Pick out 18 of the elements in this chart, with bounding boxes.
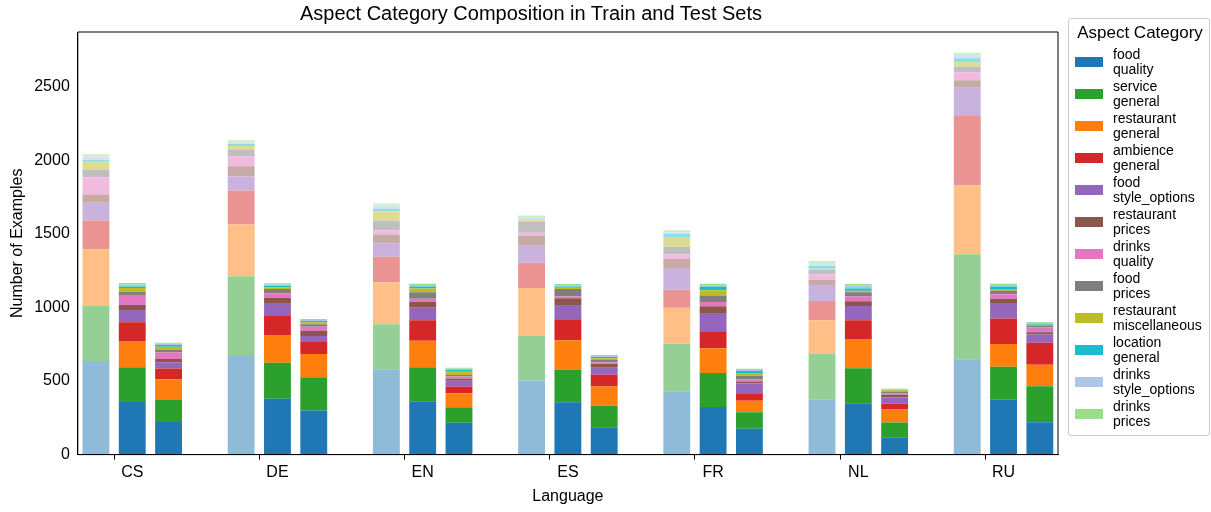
y-tick-label: 1000 xyxy=(34,297,70,315)
y-tick-label: 2000 xyxy=(34,150,70,168)
x-tick-label: RU xyxy=(991,462,1016,480)
x-tick-label: EN xyxy=(411,462,434,480)
x-tick-label: ES xyxy=(557,462,579,480)
y-tick-label: 0 xyxy=(60,445,70,463)
x-tick-label: FR xyxy=(702,462,724,480)
y-tick-label: 500 xyxy=(43,371,70,389)
x-tick-label: DE xyxy=(266,462,289,480)
y-tick-label: 1500 xyxy=(34,224,70,242)
legend-title: Aspect Category xyxy=(1076,23,1204,43)
x-axis-title: Language xyxy=(532,486,604,504)
legend-label: drinks prices xyxy=(1113,398,1151,429)
y-tick-label: 2500 xyxy=(34,76,70,94)
x-tick-label: CS xyxy=(121,462,144,480)
chart-title: Aspect Category Composition in Train and Test Sets xyxy=(299,1,763,24)
x-tick-label: NL xyxy=(848,462,869,480)
y-axis-title: Number of Examples xyxy=(8,168,26,318)
